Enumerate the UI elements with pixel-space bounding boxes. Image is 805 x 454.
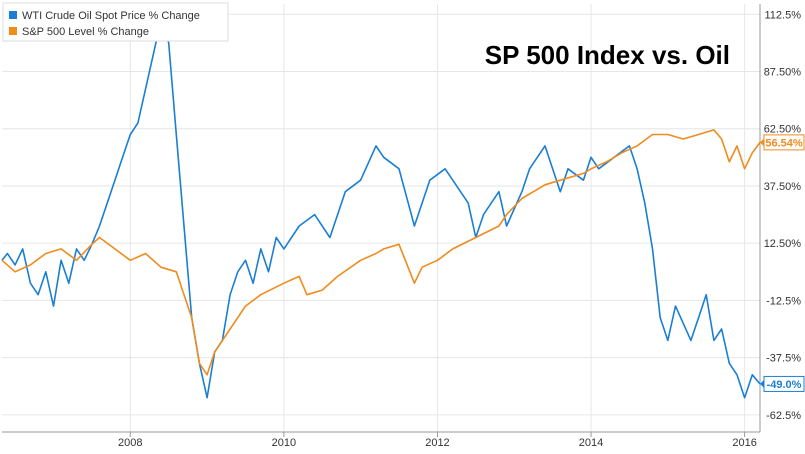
y-tick-label-6: -37.5% [766,353,801,365]
y-tick-label-4: 12.50% [764,238,802,250]
legend-background [2,2,229,42]
label-layer: -49.0% 56.54% [760,134,805,392]
y-tick-label-3: 37.50% [764,181,802,193]
end-label-text-1: 56.54% [765,137,803,149]
legend: WTI Crude Oil Spot Price % Change S&P 50… [2,2,229,42]
end-label-text-0: -49.0% [767,379,802,391]
x-tick-label-3: 2014 [579,437,603,449]
x-tick-label-4: 2016 [732,437,756,449]
grid-layer [2,4,760,432]
legend-label-wti: WTI Crude Oil Spot Price % Change [22,10,200,22]
y-tick-label-2: 62.50% [764,124,802,136]
y-tick-label-7: -62.5% [766,410,801,422]
x-tick-label-2: 2012 [425,437,449,449]
series-layer [1,19,761,399]
y-tick-label-0: 112.5% [765,9,802,21]
legend-label-sp500: S&P 500 Level % Change [22,26,149,38]
end-label-pointer-1 [760,138,764,147]
axis-layer: 112.5% 87.50% 62.50% 37.50% 12.50% -12.5% -37.… [2,4,801,449]
series-line-1 [1,129,761,376]
legend-swatch-wti [9,11,17,19]
legend-swatch-sp500 [9,27,17,35]
x-tick-label-1: 2010 [272,437,296,449]
y-tick-label-1: 87.50% [764,67,802,79]
series-line-0 [1,19,761,399]
chart-title: SP 500 Index vs. Oil [485,40,730,70]
x-tick-label-0: 2008 [118,437,142,449]
y-tick-label-5: -12.5% [766,295,801,307]
end-label-pointer-0 [760,379,764,388]
